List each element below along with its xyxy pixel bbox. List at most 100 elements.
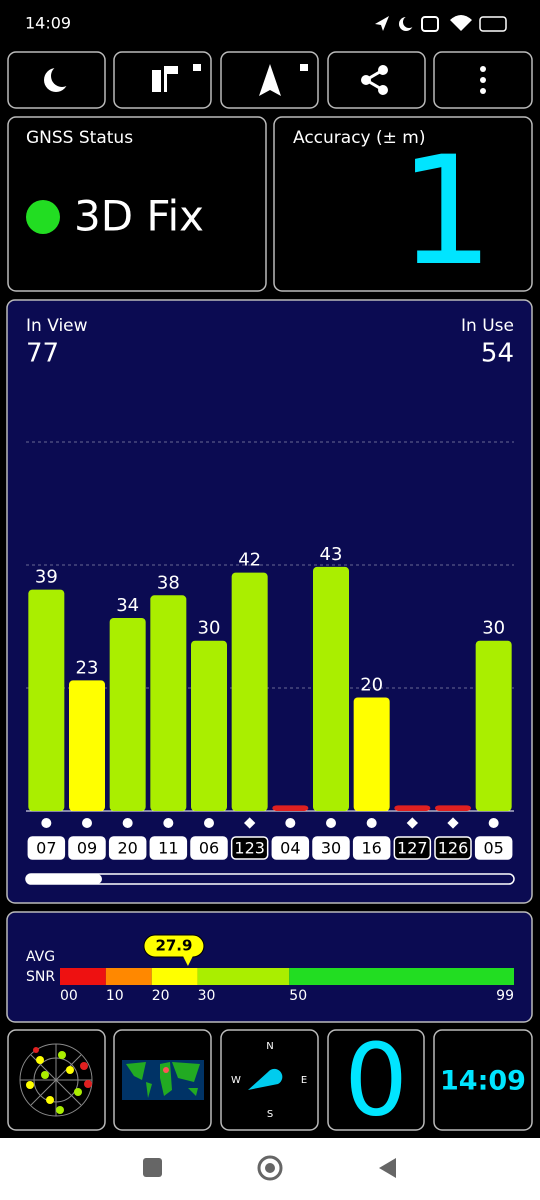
accuracy-panel [273,116,533,292]
toolbar [7,51,533,109]
gnss-status-title: GNSS Status [26,128,133,148]
satellite-id-box [352,836,391,860]
snr-tick-label: 50 [289,988,307,1004]
constellation-marker [406,817,418,829]
snr-tick-label: 20 [152,988,170,1004]
snr-avg-value: 27.9 [155,937,192,955]
satellite-id: 07 [36,839,56,858]
satellite-id-box [108,836,147,860]
in-use-value: 54 [481,339,514,369]
snr-scale: 00 10 20 30 50 99 27.9 [60,934,514,1004]
constellation-marker [488,818,499,828]
compass-east: E [301,1075,307,1086]
satellite-id: 16 [361,839,381,858]
satellite-id: 11 [158,839,178,858]
accuracy-title: Accuracy (± m) [293,128,426,148]
compass-south: S [267,1109,273,1120]
snr-segment [105,968,152,985]
snr-label-snr: SNR [26,969,55,985]
in-view-value: 77 [26,339,59,369]
bar-value-label: 34 [116,595,139,616]
speed-tile[interactable] [327,1029,425,1131]
satellite-id: 123 [234,839,265,858]
snr-segment [151,968,198,985]
constellation-marker [122,818,133,828]
signal-chart-panel [6,299,533,904]
snr-tick-label: 99 [496,988,514,1004]
fix-indicator [26,200,60,234]
bar [150,595,187,811]
bar [353,697,390,811]
constellation-marker [447,817,459,829]
satellite-id-box [68,836,106,860]
status-time: 14:09 [25,14,71,33]
in-use-label: In Use [461,316,514,336]
snr-avg-pointer [182,956,193,966]
satellite-id-box [230,836,269,860]
tools-button[interactable] [113,51,212,109]
snr-tick-label: 00 [60,988,78,1004]
satellite-id-box [312,836,350,860]
bar [109,617,146,811]
status-icons [375,15,507,32]
satellite-id-box [271,836,310,860]
bar-value-label: 23 [76,657,99,678]
satellite-id: 126 [438,839,469,858]
bar [475,640,512,811]
satellite-id: 04 [280,839,300,858]
constellation-marker [82,818,92,828]
fix-status: 3D Fix [74,192,204,241]
accuracy-value: 1 [399,125,494,299]
scrollbar-thumb[interactable] [26,874,102,884]
constellation-marker [326,818,336,828]
home-button[interactable] [257,1155,283,1181]
grid [26,441,514,812]
bar [394,805,431,811]
snr-avg-bubble [143,934,205,958]
bar [191,640,227,811]
compass-north: N [266,1041,273,1052]
bar-value-label: 42 [238,550,261,571]
share-button[interactable] [327,51,426,109]
satellite-id: 05 [483,839,503,858]
in-view-label: In View [26,316,88,336]
bar [69,680,105,811]
constellation-marker [285,818,296,828]
constellation-marker [41,818,52,828]
satellite-id-box [27,836,66,860]
bar [231,572,268,811]
bar-value-label: 20 [360,674,383,695]
satellite-id: 127 [397,839,428,858]
satellite-id-box [190,836,228,860]
tiles: N E S W 0 14:09 [7,1021,533,1138]
bar [313,566,349,811]
bars: 39 07 23 09 34 20 38 11 30 06 42 123 04 43 30 20 16 127 12… [27,544,513,860]
constellation-marker [366,818,377,828]
recents-button[interactable] [143,1158,162,1177]
constellation-marker [204,818,214,828]
satellite-id-box [393,836,432,860]
gnss-status-panel [7,116,267,292]
snr-tick-label: 10 [106,988,124,1004]
snr-tick-label: 30 [198,988,216,1004]
bar [435,805,471,811]
bar-value-label: 38 [157,572,180,593]
bar-value-label: 39 [35,567,58,588]
satellite-id-box [149,836,188,860]
satellite-id-box [434,836,472,860]
snr-segment [197,968,290,985]
bar [28,589,65,811]
bar-value-label: 43 [320,544,343,565]
compass-west: W [231,1075,241,1086]
snr-segment [289,968,514,985]
clock-tile[interactable] [433,1029,533,1131]
clock-value: 14:09 [440,1066,526,1097]
satellite-id-box [474,836,513,860]
satellite-id: 06 [199,839,219,858]
back-button[interactable] [379,1158,396,1178]
snr-segment [60,968,106,985]
satellite-id: 09 [77,839,97,858]
bar-value-label: 30 [198,618,221,639]
